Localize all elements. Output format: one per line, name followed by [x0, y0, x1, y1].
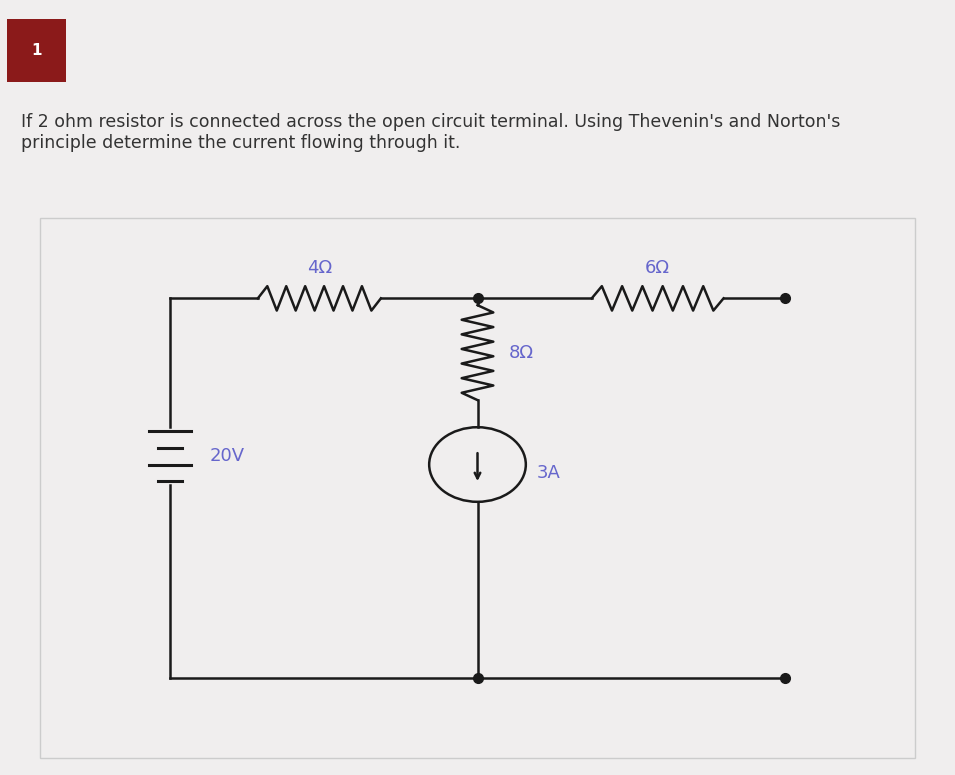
Text: 20V: 20V: [209, 447, 244, 465]
Text: 3A: 3A: [537, 463, 561, 481]
Text: 8Ω: 8Ω: [508, 343, 533, 362]
Text: 6Ω: 6Ω: [646, 259, 670, 277]
FancyBboxPatch shape: [7, 19, 66, 81]
Text: 1: 1: [32, 43, 41, 58]
Text: 4Ω: 4Ω: [307, 259, 332, 277]
Text: If 2 ohm resistor is connected across the open circuit terminal. Using Thevenin': If 2 ohm resistor is connected across th…: [21, 113, 840, 152]
